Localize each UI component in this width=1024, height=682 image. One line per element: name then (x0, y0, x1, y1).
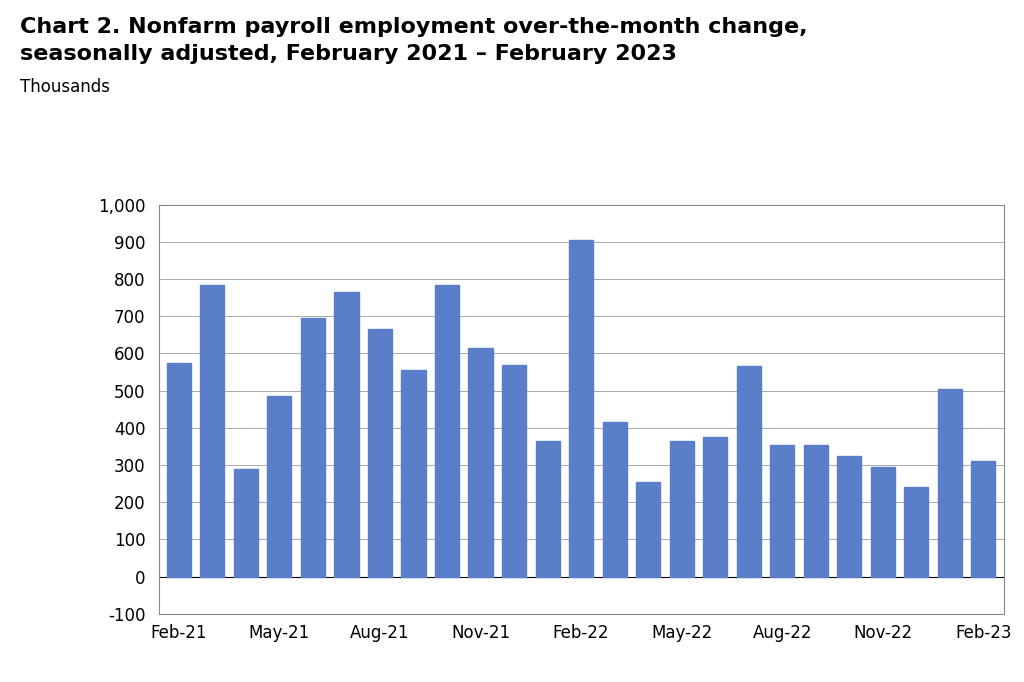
Bar (569, 240, 593, 576)
Bar (435, 284, 459, 576)
Bar (838, 456, 861, 576)
Bar (703, 437, 727, 576)
Bar (736, 366, 761, 576)
Bar (301, 318, 325, 576)
Bar (335, 292, 358, 576)
Bar (368, 329, 392, 576)
Bar (904, 488, 929, 576)
Bar (401, 370, 426, 576)
Text: seasonally adjusted, February 2021 – February 2023: seasonally adjusted, February 2021 – Feb… (20, 44, 677, 64)
Bar (972, 461, 995, 576)
Bar (267, 396, 292, 576)
Bar (502, 365, 526, 576)
Bar (201, 284, 224, 576)
Bar (167, 363, 190, 576)
Bar (536, 441, 560, 576)
Bar (602, 422, 627, 576)
Bar (938, 389, 962, 576)
Bar (804, 445, 827, 576)
Bar (770, 445, 795, 576)
Text: Chart 2. Nonfarm payroll employment over-the-month change,: Chart 2. Nonfarm payroll employment over… (20, 17, 808, 37)
Bar (670, 441, 693, 576)
Bar (870, 467, 895, 576)
Bar (233, 469, 258, 576)
Bar (636, 481, 660, 576)
Text: Thousands: Thousands (20, 78, 111, 96)
Bar (468, 348, 493, 576)
